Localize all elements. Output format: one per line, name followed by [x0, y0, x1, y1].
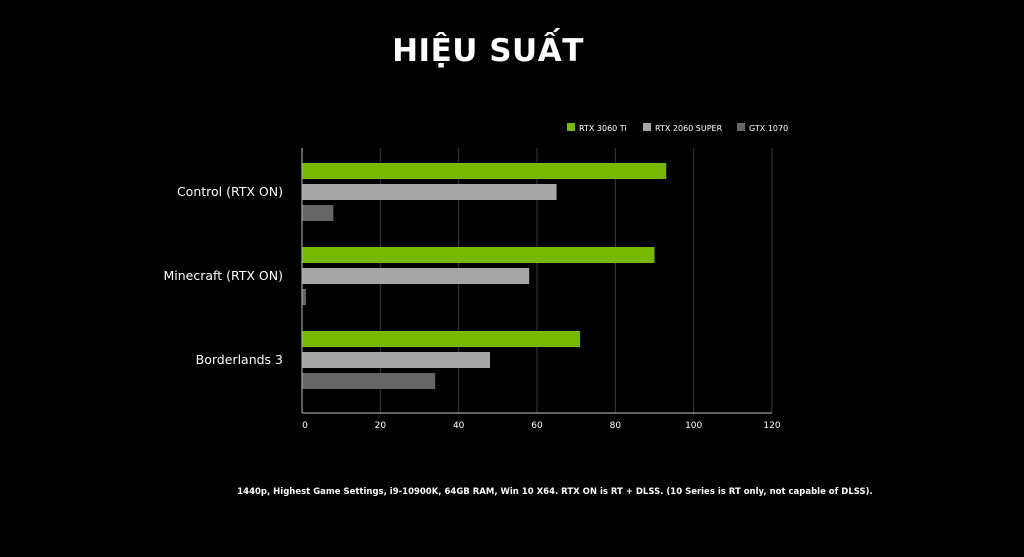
category-label: Borderlands 3 [196, 352, 283, 367]
legend-swatch [643, 123, 651, 131]
legend: RTX 3060 Ti RTX 2060 SUPER GTX 1070 [567, 123, 788, 133]
x-tick-label: 40 [453, 421, 465, 431]
legend-label: RTX 3060 Ti [579, 124, 627, 133]
legend-swatch [567, 123, 575, 131]
legend-swatch [737, 123, 745, 131]
bar [302, 331, 581, 347]
legend-label: RTX 2060 SUPER [655, 124, 723, 133]
x-tick-label: 60 [531, 421, 543, 431]
bar [302, 163, 667, 179]
bar [302, 205, 334, 221]
bar [302, 268, 530, 284]
bar [302, 373, 436, 389]
category-label: Minecraft (RTX ON) [164, 268, 284, 283]
x-tick-label: 80 [610, 421, 622, 431]
x-tick-label: 100 [685, 421, 702, 431]
x-tick-label: 120 [763, 421, 780, 431]
footnote: 1440p, Highest Game Settings, i9-10900K,… [237, 487, 873, 497]
category-labels: Control (RTX ON) Minecraft (RTX ON) Border… [164, 184, 284, 367]
category-label: Control (RTX ON) [177, 184, 283, 199]
bar [302, 352, 490, 368]
bar [302, 289, 306, 305]
x-tick-label: 0 [302, 421, 308, 431]
page-title: HIỆU SUẤT [392, 33, 584, 69]
bar [302, 247, 655, 263]
legend-label: GTX 1070 [749, 124, 788, 133]
x-tick-label: 20 [375, 421, 387, 431]
axes [301, 148, 772, 414]
bars [302, 163, 667, 389]
bar [302, 184, 557, 200]
x-tick-labels: 0 20 40 60 80 100 120 [302, 421, 781, 431]
